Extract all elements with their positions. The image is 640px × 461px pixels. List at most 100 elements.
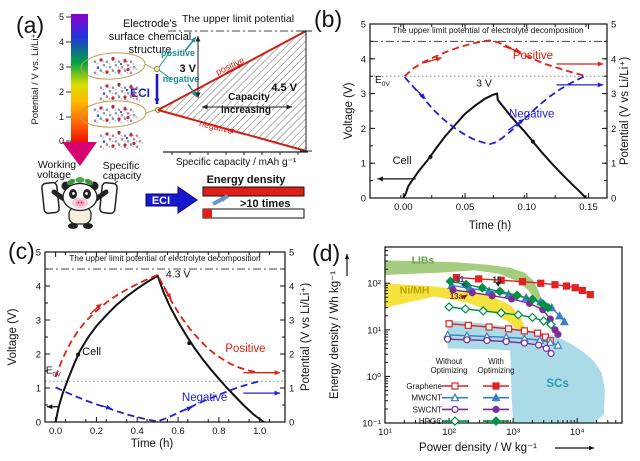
energy-bar-small-segment — [203, 209, 212, 218]
branch-node-top — [154, 66, 160, 72]
energy-bar-empty — [202, 208, 305, 219]
svg-text:SWCNT: SWCNT — [413, 405, 442, 414]
svg-text:2: 2 — [36, 350, 41, 361]
three-v-label: 3 V — [179, 63, 196, 75]
svg-text:HPGC: HPGC — [419, 417, 442, 426]
mini-x-ticks — [171, 152, 299, 155]
svg-text:0.15: 0.15 — [579, 202, 598, 213]
panel-d-chart: LIBs Ni/MH SCs 10¹ 10² 10³ 10⁴ 10⁻¹ 10⁰ 10¹ 10² Pow… — [329, 246, 623, 454]
electrode-caption: Electrode's surface chemcial structure — [109, 18, 192, 56]
svg-text:Cell: Cell — [393, 155, 412, 167]
svg-text:3 V: 3 V — [476, 78, 492, 90]
svg-text:5: 5 — [36, 248, 41, 259]
svg-text:Positive: Positive — [225, 343, 265, 355]
electrode-caption-l2: surface chemcial — [109, 31, 192, 43]
svg-text:1: 1 — [611, 159, 616, 170]
mascot-leaves — [66, 177, 94, 186]
svg-text:Energy density / Wh kg⁻¹: Energy density / Wh kg⁻¹ — [329, 271, 341, 399]
capacity-label-l1: Capacity — [228, 92, 270, 103]
molecule-ellipse-top — [80, 52, 146, 80]
teal-negative-label: negative — [163, 74, 200, 84]
eci-arrow-label: ECI — [152, 195, 170, 207]
svg-text:10⁰: 10⁰ — [367, 372, 382, 383]
energy-density-title: Energy density — [207, 174, 287, 186]
svg-text:E0V: E0V — [46, 366, 61, 379]
svg-text:2: 2 — [289, 350, 294, 361]
grad-tick-4: 4 — [59, 37, 64, 47]
svg-text:1.0: 1.0 — [253, 426, 266, 437]
svg-text:0.05: 0.05 — [456, 202, 475, 213]
svg-text:5: 5 — [289, 248, 294, 259]
mini-x-axis-label: Specific capacity / mAh g⁻¹ — [176, 157, 297, 168]
svg-text:0.6: 0.6 — [171, 426, 184, 437]
grad-tick-3: 3 — [59, 62, 64, 72]
working-voltage-l1: Working — [38, 159, 76, 171]
panel-a-label: (a) — [16, 12, 45, 38]
panel-c-label: (c) — [8, 238, 35, 264]
dumbbell-left — [41, 181, 60, 215]
gold-connector-top — [144, 63, 155, 70]
svg-text:13a: 13a — [450, 292, 464, 301]
svg-text:1: 1 — [36, 384, 41, 395]
svg-text:Voltage (V): Voltage (V) — [343, 82, 355, 139]
svg-text:Potential (V vs Li/Li⁺): Potential (V vs Li/Li⁺) — [619, 57, 631, 166]
mascot-arms — [51, 189, 109, 202]
panel-b-label: (b) — [314, 6, 343, 32]
svg-text:Cell: Cell — [82, 346, 101, 358]
svg-text:5: 5 — [361, 20, 366, 31]
svg-text:Optimizing: Optimizing — [478, 366, 515, 375]
svg-text:0.0: 0.0 — [49, 426, 62, 437]
svg-text:0.4: 0.4 — [131, 426, 144, 437]
potential-axis-label: Potential / V vs. Li/Li⁺ — [30, 33, 41, 124]
svg-text:MWCNT: MWCNT — [411, 394, 442, 403]
svg-text:Without: Without — [436, 357, 463, 366]
svg-text:10¹: 10¹ — [367, 325, 381, 336]
svg-text:10²: 10² — [442, 427, 456, 438]
svg-text:3: 3 — [36, 316, 41, 327]
svg-text:0: 0 — [361, 194, 366, 205]
svg-text:0.8: 0.8 — [212, 426, 225, 437]
svg-text:4: 4 — [611, 54, 616, 65]
upper-limit-title: The upper limit potential — [182, 13, 294, 25]
grad-tick-2: 2 — [59, 87, 64, 97]
svg-text:4: 4 — [361, 54, 366, 65]
svg-text:0.00: 0.00 — [394, 202, 413, 213]
grad-tick-0: 0 — [59, 136, 64, 146]
svg-text:The upper limit potential of e: The upper limit potential of electrolyte… — [69, 254, 261, 263]
svg-text:Optimizing: Optimizing — [431, 366, 468, 375]
svg-text:2: 2 — [361, 124, 366, 135]
grad-tick-1: 1 — [59, 112, 64, 122]
svg-text:E0V: E0V — [375, 75, 390, 88]
svg-text:1: 1 — [361, 159, 366, 170]
svg-text:4: 4 — [289, 282, 294, 293]
dumbbell-right — [99, 181, 118, 215]
svg-text:10³: 10³ — [506, 427, 520, 438]
panel-b-chart: 0.00 0.05 0.10 0.15 0 0 1 1 2 2 3 3 4 4 5 5 The upper li… — [343, 20, 631, 233]
svg-text:3: 3 — [361, 89, 366, 100]
svg-text:The upper limit potential of e: The upper limit potential of electrolyte… — [392, 26, 584, 35]
teal-positive-label: positive — [161, 48, 195, 58]
svg-text:Positive: Positive — [513, 50, 553, 62]
svg-text:0.2: 0.2 — [90, 426, 103, 437]
svg-text:10⁻¹: 10⁻¹ — [362, 419, 381, 430]
svg-text:4.3 V: 4.3 V — [166, 269, 191, 281]
molecule-ellipse-bottom — [79, 100, 147, 128]
svg-text:5: 5 — [611, 20, 616, 31]
working-voltage-l2: voltage — [37, 169, 71, 181]
electrode-caption-l1: Electrode's — [123, 18, 178, 30]
svg-text:Power density / W kg⁻¹: Power density / W kg⁻¹ — [419, 442, 537, 454]
specific-capacity-l1: Specific — [103, 160, 140, 172]
gold-connector-bottom — [145, 109, 156, 114]
svg-text:SCs: SCs — [546, 378, 568, 390]
energy-bar-full — [202, 186, 305, 197]
svg-text:1: 1 — [289, 384, 294, 395]
specific-capacity-l2: capacity — [103, 170, 142, 182]
svg-text:4: 4 — [36, 282, 41, 293]
mascot — [41, 177, 118, 229]
svg-text:Time (h): Time (h) — [131, 438, 174, 450]
svg-text:15: 15 — [493, 275, 502, 284]
grad-tick-5: 5 — [59, 12, 64, 22]
svg-text:0.10: 0.10 — [518, 202, 537, 213]
svg-text:10¹: 10¹ — [378, 427, 392, 438]
